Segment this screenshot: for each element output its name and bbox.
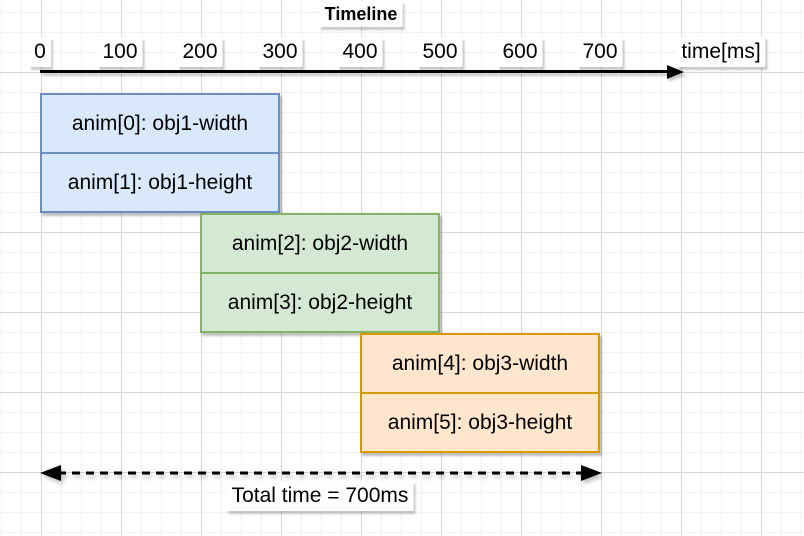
axis-unit-label: time[ms] — [676, 37, 766, 67]
anim-bar-2-label: anim[2]: obj2-width — [231, 231, 409, 255]
axis-tick-600: 600 — [497, 37, 543, 67]
axis-tick-0: 0 — [29, 37, 51, 67]
anim-bar-1-label: anim[1]: obj1-height — [67, 170, 253, 194]
anim-bar-3-label: anim[3]: obj2-height — [227, 290, 413, 314]
axis-line — [40, 70, 670, 73]
anim-bar-5: anim[5]: obj3-height — [362, 394, 598, 451]
axis-tick-200: 200 — [177, 37, 223, 67]
axis-arrowhead-icon — [667, 65, 684, 79]
axis-tick-500: 500 — [417, 37, 463, 67]
axis-tick-400: 400 — [337, 37, 383, 67]
diagram-title: Timeline — [319, 1, 403, 27]
right-arrowhead-icon — [581, 465, 602, 481]
left-arrowhead-icon — [40, 465, 61, 481]
axis-tick-100: 100 — [97, 37, 143, 67]
anim-bar-4-label: anim[4]: obj3-width — [391, 351, 569, 375]
anim-group-obj1: anim[0]: obj1-width anim[1]: obj1-height — [40, 93, 280, 213]
anim-bar-1: anim[1]: obj1-height — [42, 154, 278, 211]
anim-bar-2: anim[2]: obj2-width — [202, 215, 438, 274]
axis-tick-700: 700 — [577, 37, 623, 67]
axis-tick-300: 300 — [257, 37, 303, 67]
anim-bar-5-label: anim[5]: obj3-height — [387, 410, 573, 434]
total-time-label: Total time = 700ms — [226, 481, 414, 511]
anim-bar-0-label: anim[0]: obj1-width — [71, 111, 249, 135]
anim-bar-4: anim[4]: obj3-width — [362, 335, 598, 394]
anim-group-obj2: anim[2]: obj2-width anim[3]: obj2-height — [200, 213, 440, 333]
anim-group-obj3: anim[4]: obj3-width anim[5]: obj3-height — [360, 333, 600, 453]
total-time-arrow — [40, 465, 602, 481]
anim-bar-3: anim[3]: obj2-height — [202, 274, 438, 331]
anim-bar-0: anim[0]: obj1-width — [42, 95, 278, 154]
